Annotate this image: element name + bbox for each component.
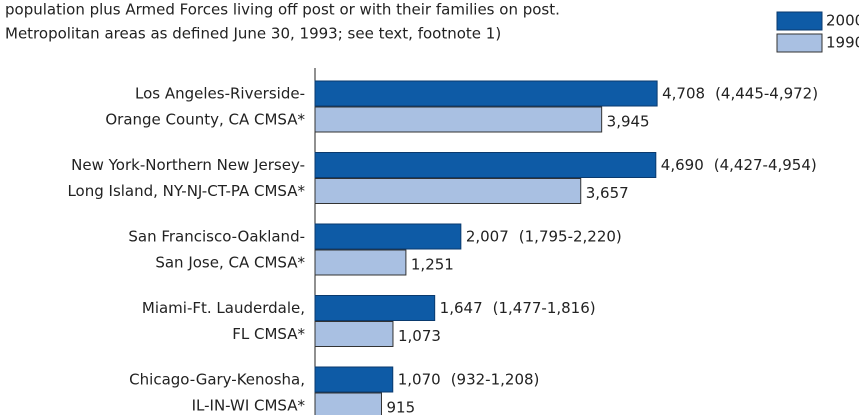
category-label: New York-Northern New Jersey- [71,156,305,174]
interval-label: (4,445-4,972) [715,85,818,103]
legend-swatch [776,11,823,31]
bar [314,295,436,321]
interval-label: (932-1,208) [451,371,540,389]
legend-swatch [776,33,823,53]
bar [314,366,394,393]
category-label: San Francisco-Oakland- [128,228,305,246]
value-label: 4,690 [661,156,704,174]
legend-label: 2000 [826,12,859,30]
interval-label: (4,427-4,954) [714,156,817,174]
value-label: 915 [386,399,415,415]
category-label: IL-IN-WI CMSA* [192,397,306,415]
category-label: Miami-Ft. Lauderdale, [142,299,305,317]
legend-label: 1990 [826,34,859,52]
bar [314,249,407,276]
bar [314,80,658,107]
bar [314,223,462,250]
value-label: 1,251 [411,256,454,274]
value-label: 1,647 [440,299,483,317]
bar [314,178,582,204]
value-label: 2,007 [466,228,509,246]
value-label: 3,945 [607,113,650,131]
interval-label: (1,477-1,816) [493,299,596,317]
subtitle: population plus Armed Forces living off … [5,1,560,19]
subtitle: Metropolitan areas as defined June 30, 1… [5,25,501,43]
value-label: 1,073 [398,327,441,345]
bar [314,392,382,415]
category-label: Los Angeles-Riverside- [135,85,305,103]
value-label: 3,657 [586,184,629,202]
bar [314,152,657,178]
bar [314,106,603,133]
value-label: 1,070 [398,371,441,389]
category-label: Orange County, CA CMSA* [105,111,305,129]
category-label: Long Island, NY-NJ-CT-PA CMSA* [67,182,305,200]
value-label: 4,708 [662,85,705,103]
bar [314,321,394,347]
interval-label: (1,795-2,220) [519,228,622,246]
category-label: FL CMSA* [232,325,305,343]
category-label: San Jose, CA CMSA* [155,254,305,272]
category-label: Chicago-Gary-Kenosha, [129,371,305,389]
